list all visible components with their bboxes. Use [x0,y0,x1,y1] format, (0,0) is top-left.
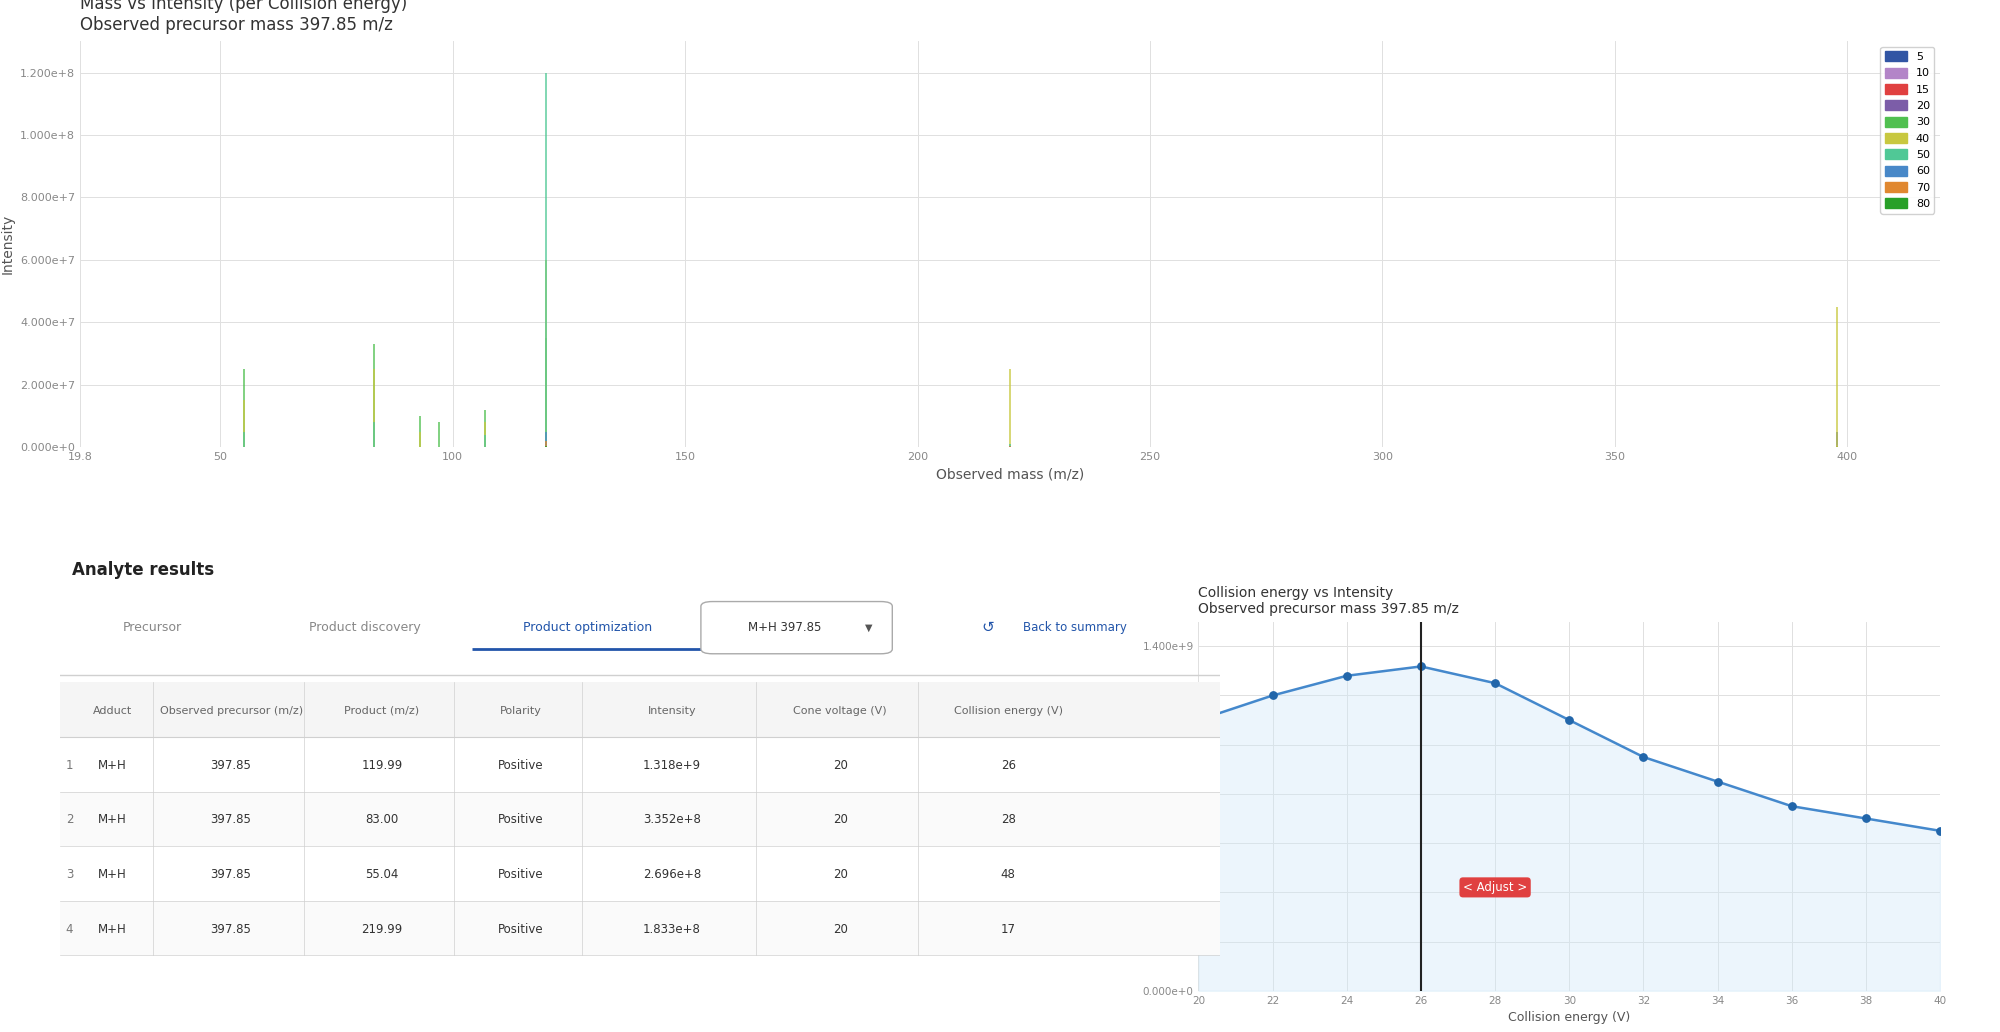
Text: Adduct: Adduct [92,706,132,716]
Text: Observed precursor (m/z): Observed precursor (m/z) [160,706,302,716]
Text: Analyte results: Analyte results [72,561,214,579]
Bar [60,901,1220,956]
X-axis label: Collision energy (V): Collision energy (V) [1508,1011,1630,1024]
Text: 4: 4 [66,923,74,936]
Text: 2: 2 [66,813,74,827]
Text: Back to summary: Back to summary [1024,621,1126,634]
X-axis label: Observed mass (m/z): Observed mass (m/z) [936,467,1084,482]
Text: 83.00: 83.00 [366,813,398,827]
Text: 26: 26 [1000,759,1016,772]
FancyBboxPatch shape [700,602,892,654]
Point [1480,675,1512,691]
Bar [60,846,1220,901]
Point [1330,668,1362,684]
Text: ▼: ▼ [866,622,872,633]
Legend: 5, 10, 15, 20, 30, 40, 50, 60, 70, 80: 5, 10, 15, 20, 30, 40, 50, 60, 70, 80 [1880,46,1934,214]
Text: 20: 20 [832,813,848,827]
Point [1776,798,1808,814]
Text: 55.04: 55.04 [366,868,398,881]
Point [1628,749,1660,766]
Point [1702,773,1734,789]
Text: < Adjust >: < Adjust > [1462,881,1528,894]
Text: Precursor: Precursor [124,621,182,634]
Text: Positive: Positive [498,868,544,881]
Y-axis label: Intensity: Intensity [1124,779,1136,833]
Text: M+H: M+H [98,813,126,827]
Text: Product optimization: Product optimization [524,621,652,634]
Text: ↺: ↺ [982,620,994,635]
Text: M+H 397.85: M+H 397.85 [748,621,822,634]
Text: 397.85: 397.85 [210,868,252,881]
Text: 1.318e+9: 1.318e+9 [642,759,700,772]
Text: 397.85: 397.85 [210,923,252,936]
Text: 397.85: 397.85 [210,813,252,827]
Text: Mass vs Intensity (per Collision energy)
Observed precursor mass 397.85 m/z: Mass vs Intensity (per Collision energy)… [80,0,408,34]
Text: 397.85: 397.85 [210,759,252,772]
Text: Product discovery: Product discovery [308,621,420,634]
Text: Positive: Positive [498,759,544,772]
Text: Product (m/z): Product (m/z) [344,706,420,716]
Point [1554,712,1586,729]
Y-axis label: Intensity: Intensity [0,215,14,275]
Text: 48: 48 [1000,868,1016,881]
Point [1256,687,1288,704]
Text: Polarity: Polarity [500,706,542,716]
Text: Cone voltage (V): Cone voltage (V) [794,706,886,716]
Text: 17: 17 [1000,923,1016,936]
Text: M+H: M+H [98,759,126,772]
Text: Intensity: Intensity [648,706,696,716]
Point [1924,823,1956,839]
Text: 28: 28 [1000,813,1016,827]
Text: 3: 3 [66,868,74,881]
Text: 2.696e+8: 2.696e+8 [642,868,702,881]
Text: 20: 20 [832,759,848,772]
Text: 20: 20 [832,923,848,936]
Text: M+H: M+H [98,923,126,936]
Text: Positive: Positive [498,923,544,936]
Bar [60,682,1220,737]
Text: 1: 1 [66,759,74,772]
Text: 119.99: 119.99 [362,759,402,772]
Text: Collision energy vs Intensity
Observed precursor mass 397.85 m/z: Collision energy vs Intensity Observed p… [1198,586,1460,616]
Point [1182,712,1214,729]
Point [1404,658,1436,675]
Text: 1.833e+8: 1.833e+8 [642,923,700,936]
Bar [60,792,1220,846]
Text: 3.352e+8: 3.352e+8 [642,813,700,827]
Text: 219.99: 219.99 [362,923,402,936]
Text: Positive: Positive [498,813,544,827]
Bar [60,737,1220,792]
Point [1850,810,1882,827]
Text: 20: 20 [832,868,848,881]
Text: M+H: M+H [98,868,126,881]
Text: Collision energy (V): Collision energy (V) [954,706,1062,716]
